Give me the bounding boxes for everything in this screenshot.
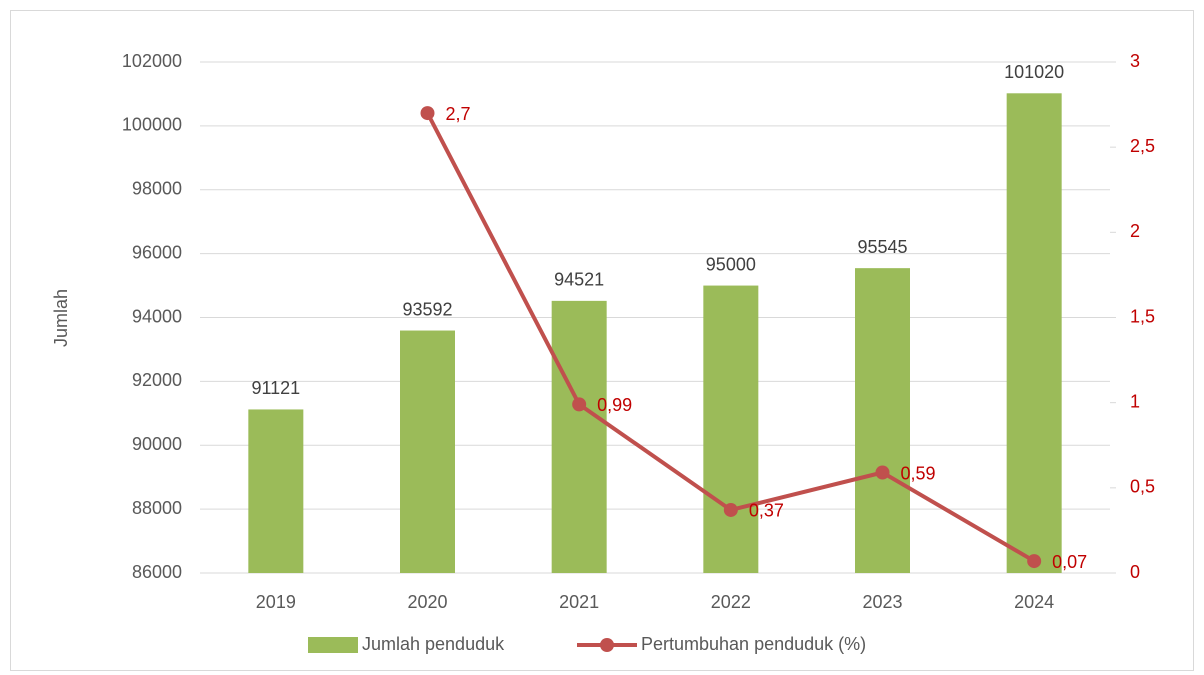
x-tick-label: 2022 [711, 592, 751, 612]
y-tick-label: 90000 [132, 434, 182, 454]
x-tick-label: 2024 [1014, 592, 1054, 612]
bar [1006, 93, 1062, 573]
x-tick-label: 2020 [407, 592, 447, 612]
y-tick-label: 88000 [132, 498, 182, 518]
y-tick-label: 98000 [132, 179, 182, 199]
y2-tick-label: 2 [1130, 221, 1140, 241]
legend-marker [600, 638, 614, 652]
line-marker [723, 502, 738, 517]
x-tick-label: 2021 [559, 592, 599, 612]
y2-tick-label: 1,5 [1130, 306, 1155, 326]
line-marker [1027, 554, 1042, 569]
x-tick-label: 2023 [862, 592, 902, 612]
bar-value-label: 101020 [1004, 62, 1064, 82]
y2-tick-label: 0,5 [1130, 477, 1155, 497]
y-tick-label: 92000 [132, 370, 182, 390]
bar-value-label: 93592 [402, 299, 452, 319]
y-tick-label: 102000 [122, 51, 182, 71]
y-tick-label: 96000 [132, 242, 182, 262]
bar-value-label: 94521 [554, 270, 604, 290]
bar-value-label: 95545 [857, 237, 907, 257]
y2-tick-label: 1 [1130, 391, 1140, 411]
y2-tick-label: 0 [1130, 562, 1140, 582]
y-tick-label: 86000 [132, 562, 182, 582]
y-tick-label: 100000 [122, 115, 182, 135]
bar [248, 409, 304, 573]
bar-value-label: 95000 [706, 254, 756, 274]
line-marker [875, 465, 890, 480]
bar [855, 268, 910, 573]
bar [400, 330, 455, 573]
line-value-label: 0,37 [749, 501, 784, 521]
line-value-label: 0,59 [901, 463, 936, 483]
line-value-label: 0,07 [1052, 552, 1087, 572]
x-tick-label: 2019 [256, 592, 296, 612]
line-value-label: 0,99 [597, 395, 632, 415]
line-marker [572, 397, 587, 412]
y2-tick-label: 2,5 [1130, 136, 1155, 156]
bar [703, 285, 759, 573]
legend-label: Pertumbuhan penduduk (%) [641, 634, 866, 654]
y-tick-label: 94000 [132, 306, 182, 326]
y-axis-label: Jumlah [51, 289, 71, 347]
legend-label: Jumlah penduduk [362, 634, 505, 654]
legend-swatch [308, 637, 358, 653]
line-value-label: 2,7 [446, 104, 471, 124]
bar [551, 300, 607, 573]
bar-value-label: 91121 [251, 378, 300, 398]
line-marker [420, 106, 435, 121]
y2-tick-label: 3 [1130, 51, 1140, 71]
